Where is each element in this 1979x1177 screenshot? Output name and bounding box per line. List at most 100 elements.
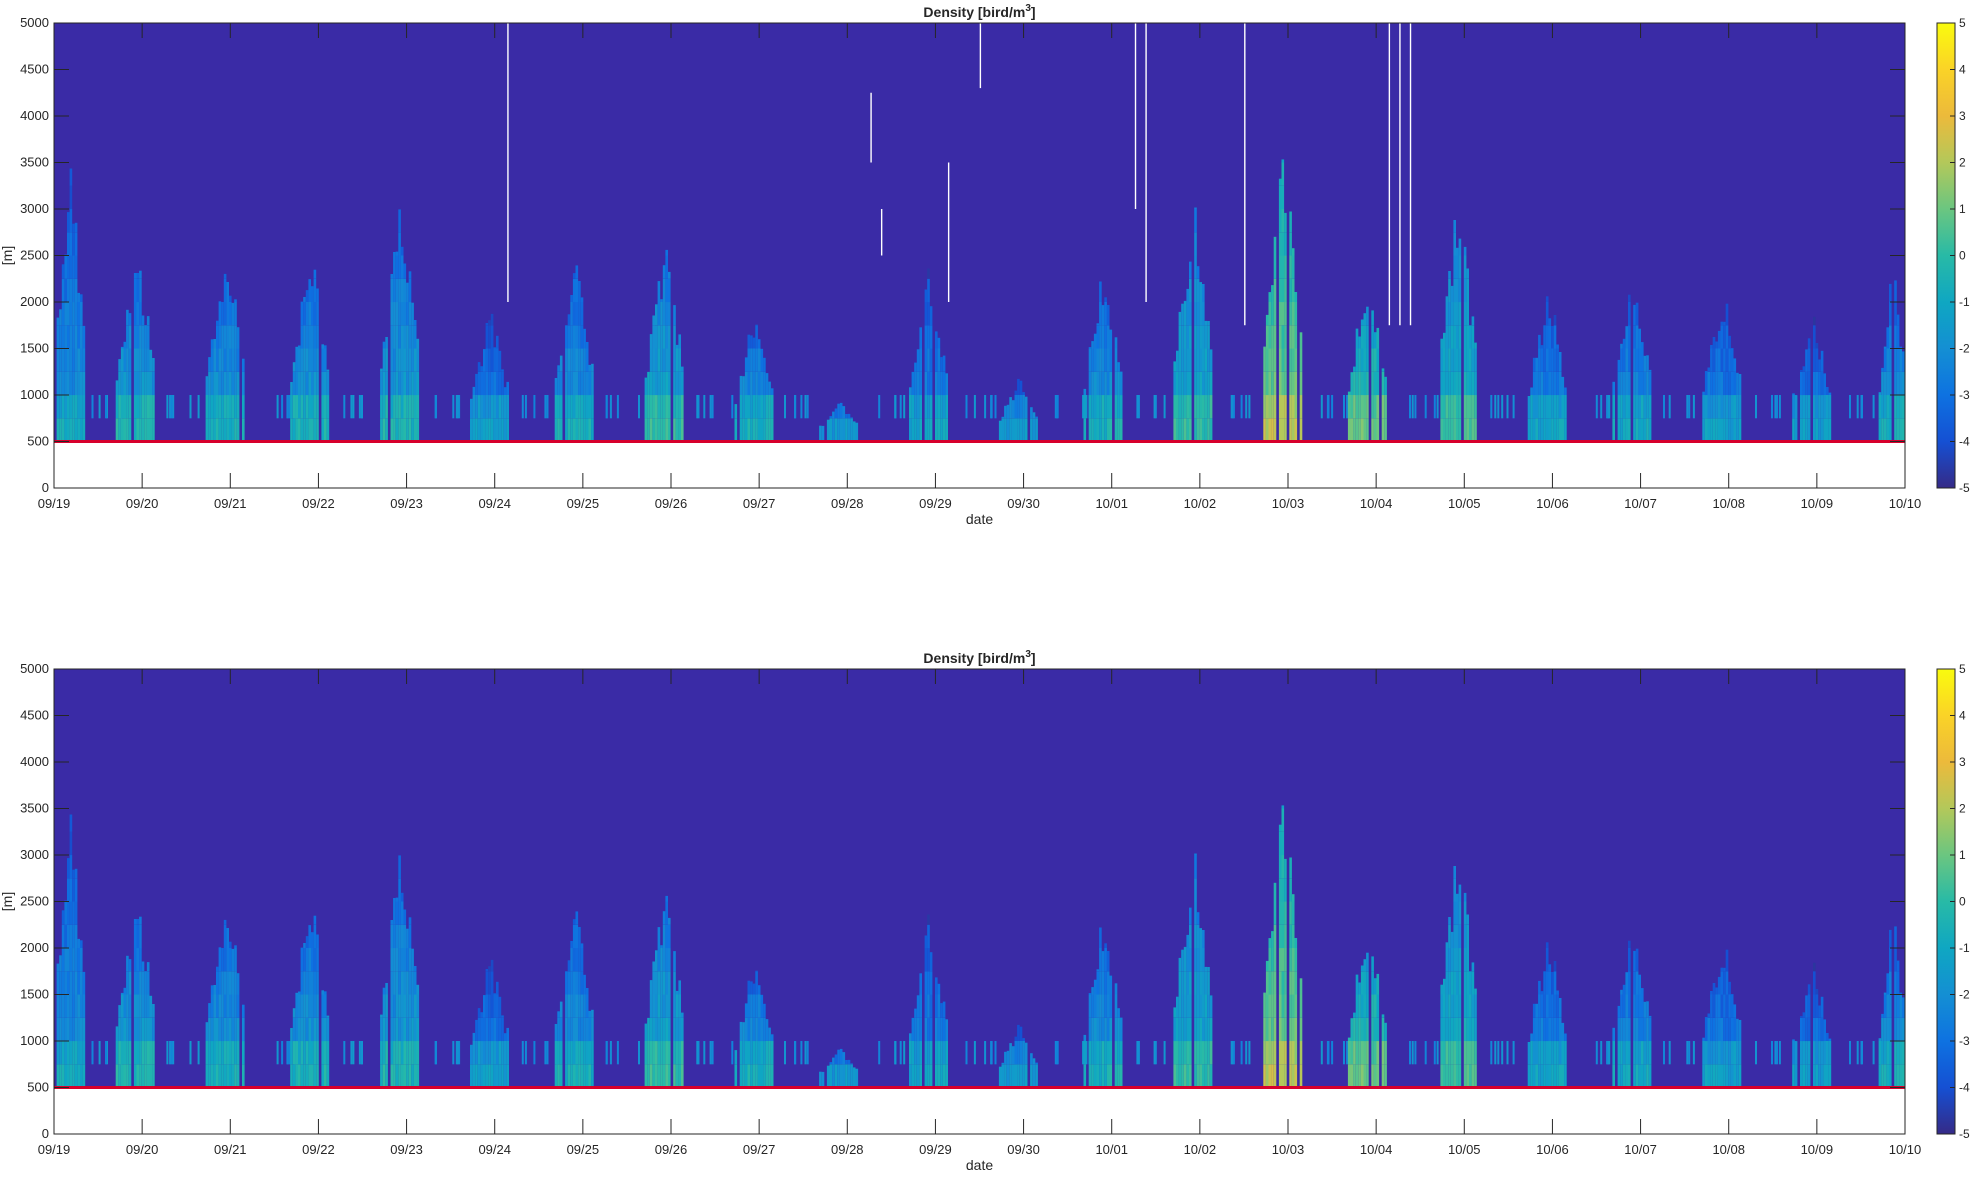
heatmap-cell	[763, 1004, 766, 1018]
heatmap-cell	[1448, 917, 1451, 925]
heatmap-cell	[647, 1018, 650, 1041]
heatmap-cell	[1199, 349, 1202, 372]
heatmap-cell	[234, 325, 237, 348]
heatmap-cell	[909, 1033, 912, 1041]
heatmap-cell	[118, 372, 121, 395]
heatmap-cell	[224, 971, 227, 994]
heatmap-cell	[1292, 325, 1295, 348]
heatmap-cell	[316, 935, 319, 949]
heatmap-cell	[361, 395, 363, 418]
heatmap-cell	[1466, 1064, 1469, 1087]
heatmap-cell	[401, 971, 404, 994]
heatmap-cell	[1102, 995, 1105, 1018]
heatmap-cell	[1723, 418, 1726, 441]
heatmap-cell	[121, 1064, 124, 1087]
heatmap-cell	[1564, 1034, 1567, 1042]
colorbar-tick-label: 0	[1959, 895, 1966, 909]
heatmap-cell	[1606, 395, 1608, 418]
heatmap-cell	[67, 925, 70, 948]
heatmap-cell	[830, 418, 833, 441]
heatmap-cell	[224, 920, 227, 925]
heatmap-cell	[1618, 360, 1621, 372]
heatmap-cell	[917, 395, 920, 418]
heatmap-cell	[1528, 1064, 1531, 1087]
heatmap-cell	[144, 971, 147, 994]
heatmap-cell	[1663, 1041, 1665, 1064]
x-tick-label: 09/24	[478, 1142, 511, 1157]
heatmap-cell	[1443, 418, 1446, 441]
heatmap-cell	[1464, 349, 1467, 372]
heatmap-cell	[1897, 372, 1900, 395]
heatmap-cell	[321, 990, 324, 994]
heatmap-cell	[1902, 372, 1905, 395]
heatmap-cell	[1726, 418, 1729, 441]
heatmap-cell	[1015, 418, 1018, 441]
heatmap-cell	[1292, 248, 1295, 255]
heatmap-cell	[1894, 948, 1897, 971]
heatmap-cell	[72, 395, 75, 418]
heatmap-cell	[1446, 418, 1449, 441]
heatmap-cell	[303, 302, 306, 325]
heatmap-cell	[306, 349, 309, 372]
heatmap-cell	[1017, 1041, 1020, 1064]
heatmap-cell	[555, 395, 558, 418]
heatmap-cell	[1091, 1018, 1094, 1041]
heatmap-cell	[1022, 1041, 1025, 1064]
heatmap-cell	[361, 1041, 363, 1064]
heatmap-cell	[298, 346, 301, 349]
heatmap-cell	[560, 1064, 563, 1087]
heatmap-cell	[1279, 832, 1282, 855]
heatmap-cell	[219, 395, 222, 418]
heatmap-cell	[295, 1064, 298, 1087]
heatmap-cell	[1094, 334, 1097, 349]
heatmap-cell	[568, 372, 571, 395]
heatmap-cell	[121, 1041, 124, 1064]
heatmap-cell	[1289, 1064, 1292, 1087]
heatmap-cell	[1099, 928, 1102, 949]
heatmap-cell	[1456, 372, 1459, 395]
heatmap-cell	[1723, 995, 1726, 1018]
heatmap-cell	[1739, 418, 1742, 441]
heatmap-cell	[234, 1041, 237, 1064]
heatmap-cell	[668, 1041, 671, 1064]
heatmap-cell	[1020, 1041, 1023, 1064]
heatmap-cell	[1776, 1041, 1778, 1064]
heatmap-cell	[750, 335, 753, 348]
heatmap-cell	[1210, 349, 1213, 371]
heatmap-cell	[570, 1064, 573, 1087]
heatmap-cell	[1879, 418, 1882, 441]
x-axis-label: date	[966, 511, 993, 527]
heatmap-cell	[1176, 997, 1179, 1018]
heatmap-cell	[1448, 325, 1451, 348]
heatmap-cell	[573, 395, 576, 418]
heatmap-cell	[909, 1064, 912, 1087]
heatmap-cell	[1366, 395, 1369, 418]
heatmap-cell	[152, 1041, 155, 1064]
heatmap-cell	[92, 1041, 94, 1064]
heatmap-cell	[1274, 883, 1277, 902]
heatmap-cell	[1472, 1064, 1475, 1087]
heatmap-cell	[1231, 395, 1233, 418]
heatmap-cell	[927, 1041, 930, 1064]
heatmap-cell	[1554, 349, 1557, 372]
heatmap-cell	[1618, 395, 1621, 418]
heatmap-cell	[638, 1041, 640, 1064]
heatmap-cell	[805, 395, 807, 418]
heatmap-cell	[1644, 372, 1647, 395]
heatmap-cell	[1456, 418, 1459, 441]
heatmap-cell	[491, 960, 494, 971]
heatmap-cell	[1269, 1064, 1272, 1087]
heatmap-cell	[1821, 1018, 1824, 1041]
heatmap-cell	[1628, 349, 1631, 372]
heatmap-cell	[589, 372, 592, 395]
heatmap-cell	[409, 1064, 412, 1087]
heatmap-cell	[126, 418, 129, 441]
heatmap-cell	[1440, 349, 1443, 372]
heatmap-cell	[676, 995, 679, 1018]
heatmap-cell	[1186, 1018, 1189, 1041]
heatmap-cell	[1009, 1064, 1012, 1087]
heatmap-cell	[1020, 418, 1023, 441]
heatmap-cell	[142, 418, 145, 441]
heatmap-cell	[1186, 1064, 1189, 1087]
heatmap-cell	[404, 1041, 407, 1064]
